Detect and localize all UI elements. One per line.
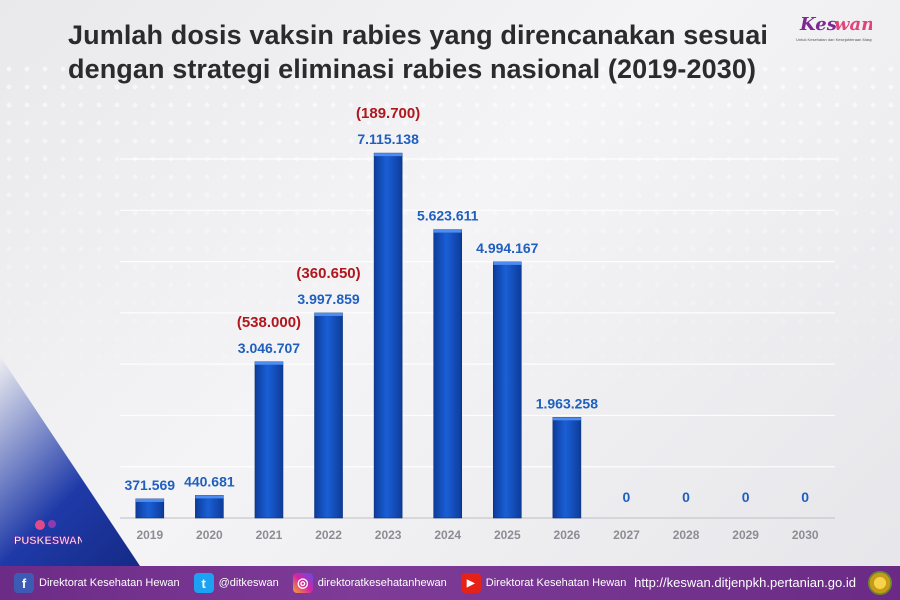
x-tick-label-2021: 2021 xyxy=(256,528,283,542)
bar-2023 xyxy=(373,152,403,519)
annotation-2021: (538.000) xyxy=(237,314,301,331)
svg-text:wan: wan xyxy=(834,14,872,35)
bar-2020 xyxy=(195,495,224,519)
bar-highlight-2024 xyxy=(433,229,462,233)
annotation-2023: (189.700) xyxy=(356,105,420,122)
annotation-2022: (360.650) xyxy=(296,265,360,282)
x-tick-label-2030: 2030 xyxy=(792,528,819,542)
x-tick-label-2019: 2019 xyxy=(136,528,163,542)
bar-highlight-2021 xyxy=(254,361,283,365)
value-label-2025: 4.994.167 xyxy=(476,240,538,256)
social-facebook[interactable]: f Direktorat Kesehatan Hewan xyxy=(14,573,180,593)
bar-2021 xyxy=(254,361,284,519)
x-tick-label-2020: 2020 xyxy=(196,528,223,542)
x-tick-label-2022: 2022 xyxy=(315,528,342,542)
bar-highlight-2019 xyxy=(135,498,164,502)
value-label-2024: 5.623.611 xyxy=(417,208,479,224)
bar-highlight-2022 xyxy=(314,312,343,316)
twitter-icon: t xyxy=(193,573,214,593)
ministry-seal-icon xyxy=(868,571,892,595)
footer-bar: f Direktorat Kesehatan Hewan t @ditkeswa… xyxy=(0,566,900,600)
bar-highlight-2026 xyxy=(552,417,581,421)
x-tick-label-2027: 2027 xyxy=(613,528,640,542)
value-label-2023: 7.115.138 xyxy=(357,131,419,147)
youtube-icon: ▶ xyxy=(460,573,481,593)
x-tick-label-2023: 2023 xyxy=(375,528,402,542)
value-label-2030: 0 xyxy=(801,489,809,505)
x-tick-label-2025: 2025 xyxy=(494,528,521,542)
bar-2026 xyxy=(552,417,582,519)
chart-title: Jumlah dosis vaksin rabies yang direncan… xyxy=(68,20,768,84)
youtube-label: Direktorat Kesehatan Hewan xyxy=(485,577,627,589)
bar-highlight-2020 xyxy=(195,495,224,499)
value-label-2019: 371.569 xyxy=(124,477,175,493)
x-tick-label-2028: 2028 xyxy=(673,528,700,542)
bar-2022 xyxy=(314,312,343,519)
puskeswan-logo: PUSKESWAN xyxy=(12,516,85,552)
instagram-icon: ◎ xyxy=(292,573,313,593)
svg-text:PUSKESWAN: PUSKESWAN xyxy=(14,535,82,547)
bar-2024 xyxy=(433,229,463,519)
bar-highlight-2023 xyxy=(374,153,403,157)
x-tick-label-2026: 2026 xyxy=(554,528,581,542)
svg-text:Untuk Kesehatan dan Kesejahter: Untuk Kesehatan dan Kesejahteraan Masyar… xyxy=(796,37,872,42)
value-label-2027: 0 xyxy=(623,489,631,505)
value-label-2020: 440.681 xyxy=(184,473,235,489)
social-instagram[interactable]: ◎ direktoratkesehatanhewan xyxy=(292,573,447,593)
keswan-logo: Kes wan Untuk Kesehatan dan Kesejahteraa… xyxy=(792,10,884,46)
bar-2025 xyxy=(492,261,522,519)
facebook-icon: f xyxy=(14,573,34,593)
x-tick-label-2029: 2029 xyxy=(732,528,759,542)
value-label-2028: 0 xyxy=(682,489,690,505)
value-label-2026: 1.963.258 xyxy=(536,395,598,411)
x-tick-label-2024: 2024 xyxy=(434,528,461,542)
value-label-2029: 0 xyxy=(742,489,750,505)
twitter-label: @ditkeswan xyxy=(218,577,279,589)
social-youtube[interactable]: ▶ Direktorat Kesehatan Hewan xyxy=(460,573,627,593)
svg-text:Kes: Kes xyxy=(799,14,837,35)
facebook-label: Direktorat Kesehatan Hewan xyxy=(39,577,180,589)
value-label-2022: 3.997.859 xyxy=(297,291,359,307)
social-twitter[interactable]: t @ditkeswan xyxy=(193,573,279,593)
instagram-label: direktoratkesehatanhewan xyxy=(317,577,447,589)
value-label-2021: 3.046.707 xyxy=(238,340,300,356)
website-link[interactable]: http://keswan.ditjenpkh.pertanian.go.id xyxy=(634,575,856,590)
bar-highlight-2025 xyxy=(493,261,522,265)
